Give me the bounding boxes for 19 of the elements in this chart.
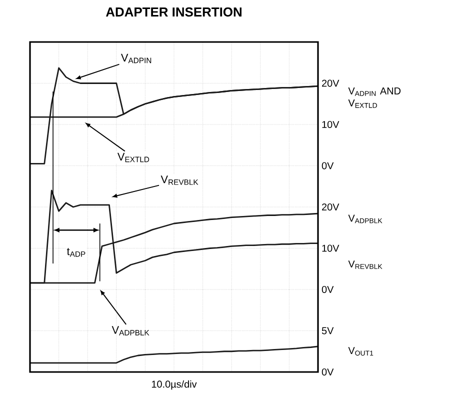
annotation: V$_{ADPBLK}$ [112, 326, 150, 336]
y-tick-label: 0V [322, 286, 334, 294]
annotation: V$_{REVBLK}$ [160, 176, 198, 185]
text: V$_{OUT1}$ [348, 347, 374, 356]
annotation: V$_{ADPIN}$ [120, 54, 152, 64]
text: V$_{ADPBLK}$ [348, 214, 382, 224]
x-axis-title: 10.0µs/div [152, 380, 197, 390]
y-tick-label: 10V [322, 120, 340, 128]
y-tick-label: 20V [322, 80, 340, 87]
annotation: t$_{ADP}$ [66, 248, 86, 257]
y-tick-label: 20V [322, 203, 340, 211]
text: V$_{ADPIN}$ AND V$_{EXTLD}$ [348, 88, 401, 108]
annotation: V$_{EXTLD}$ [117, 152, 150, 162]
y-tick-label: 5V [322, 327, 334, 334]
y-tick-label: 0V [322, 368, 334, 376]
chart-title: ADAPTER INSERTION [106, 7, 242, 17]
text: V$_{REVBLK}$ [348, 260, 382, 269]
y-tick-label: 10V [322, 244, 340, 252]
y-tick-label: 0V [322, 162, 334, 170]
